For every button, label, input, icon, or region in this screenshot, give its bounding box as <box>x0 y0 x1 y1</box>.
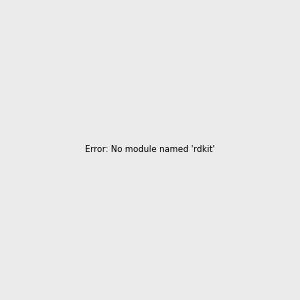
Text: Error: No module named 'rdkit': Error: No module named 'rdkit' <box>85 146 215 154</box>
